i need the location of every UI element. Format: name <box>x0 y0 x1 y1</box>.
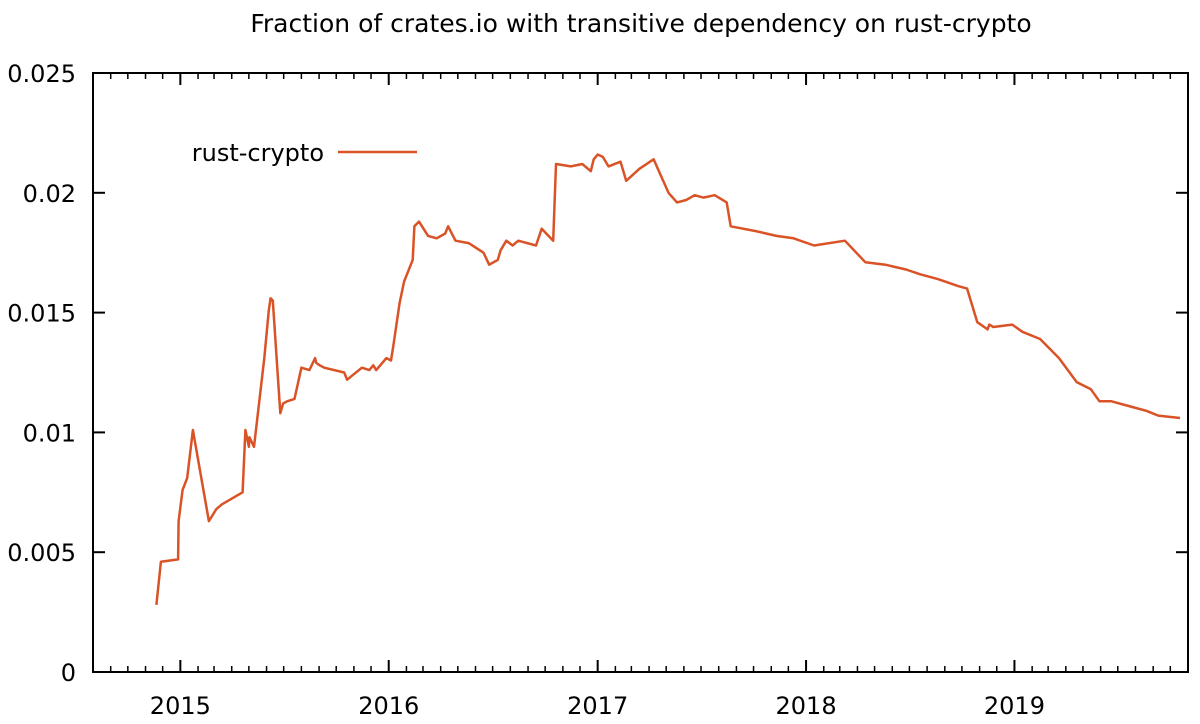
plot-area <box>155 153 1181 606</box>
y-axis: 0 0.005 0.01 0.015 0.02 0.025 <box>7 60 1188 687</box>
y-tick-label: 0.005 <box>7 539 76 567</box>
y-tick-label: 0.02 <box>23 180 76 208</box>
legend-label: rust-crypto <box>192 139 324 167</box>
x-tick-label: 2019 <box>984 692 1045 720</box>
x-tick-label: 2018 <box>776 692 837 720</box>
series-line-rust-crypto <box>155 153 1181 606</box>
x-axis: 2015 2016 2017 2018 2019 <box>109 73 1172 720</box>
x-tick-label: 2015 <box>150 692 211 720</box>
chart-title: Fraction of crates.io with transitive de… <box>250 9 1031 38</box>
x-tick-label: 2016 <box>358 692 419 720</box>
y-tick-label: 0.015 <box>7 300 76 328</box>
y-tick-label: 0 <box>61 659 76 687</box>
x-tick-label: 2017 <box>567 692 628 720</box>
axes-frame <box>92 72 1189 673</box>
legend: rust-crypto <box>192 139 417 167</box>
y-tick-label: 0.025 <box>7 60 76 88</box>
y-tick-label: 0.01 <box>23 419 76 447</box>
